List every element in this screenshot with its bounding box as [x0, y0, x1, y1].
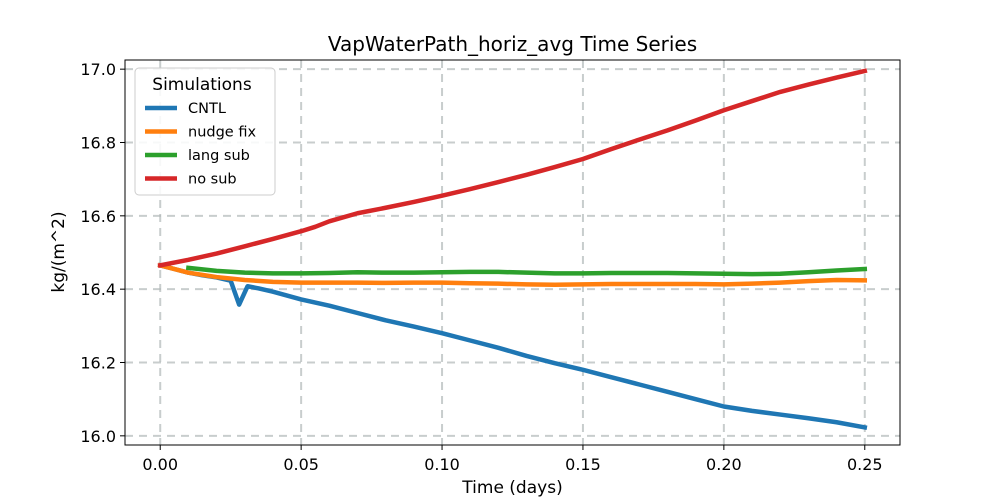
legend-box	[134, 67, 276, 196]
legend-title: Simulations	[152, 75, 252, 95]
y-axis-ticks: 16.0 16.2 16.4 16.6 16.8 17.0	[80, 60, 125, 446]
legend: Simulations CNTL nudge fix lang sub no sub	[134, 67, 276, 196]
y-tick-label: 16.4	[80, 280, 116, 299]
y-tick-label: 16.8	[80, 134, 116, 153]
x-tick-label: 0.05	[283, 455, 319, 474]
x-axis-label: Time (days)	[461, 478, 562, 498]
y-tick-label: 16.0	[80, 427, 116, 446]
legend-label-no-sub: no sub	[188, 172, 237, 188]
y-axis-label: kg/(m^2)	[49, 211, 69, 292]
x-tick-label: 0.00	[142, 455, 178, 474]
y-tick-label: 16.6	[80, 207, 116, 226]
y-tick-label: 17.0	[80, 60, 116, 79]
legend-label-lang-sub: lang sub	[188, 148, 250, 164]
legend-items: CNTL nudge fix lang sub no sub	[145, 101, 256, 188]
series-line-nudge-fix	[157, 262, 868, 288]
plot-frame	[124, 59, 901, 446]
x-tick-label: 0.25	[847, 455, 883, 474]
y-tick-label: 16.2	[80, 354, 116, 373]
legend-label-nudge-fix: nudge fix	[188, 125, 256, 141]
x-tick-label: 0.15	[565, 455, 601, 474]
series-line-no-sub	[157, 68, 868, 268]
x-tick-label: 0.20	[706, 455, 742, 474]
series-line-lang-sub	[185, 265, 868, 277]
x-tick-label: 0.10	[424, 455, 460, 474]
chart-title: VapWaterPath_horiz_avg Time Series	[328, 32, 697, 56]
series-lines	[157, 68, 868, 431]
legend-label-cntl: CNTL	[188, 101, 226, 117]
x-axis-ticks: 0.00 0.05 0.10 0.15 0.20 0.25	[142, 445, 883, 474]
